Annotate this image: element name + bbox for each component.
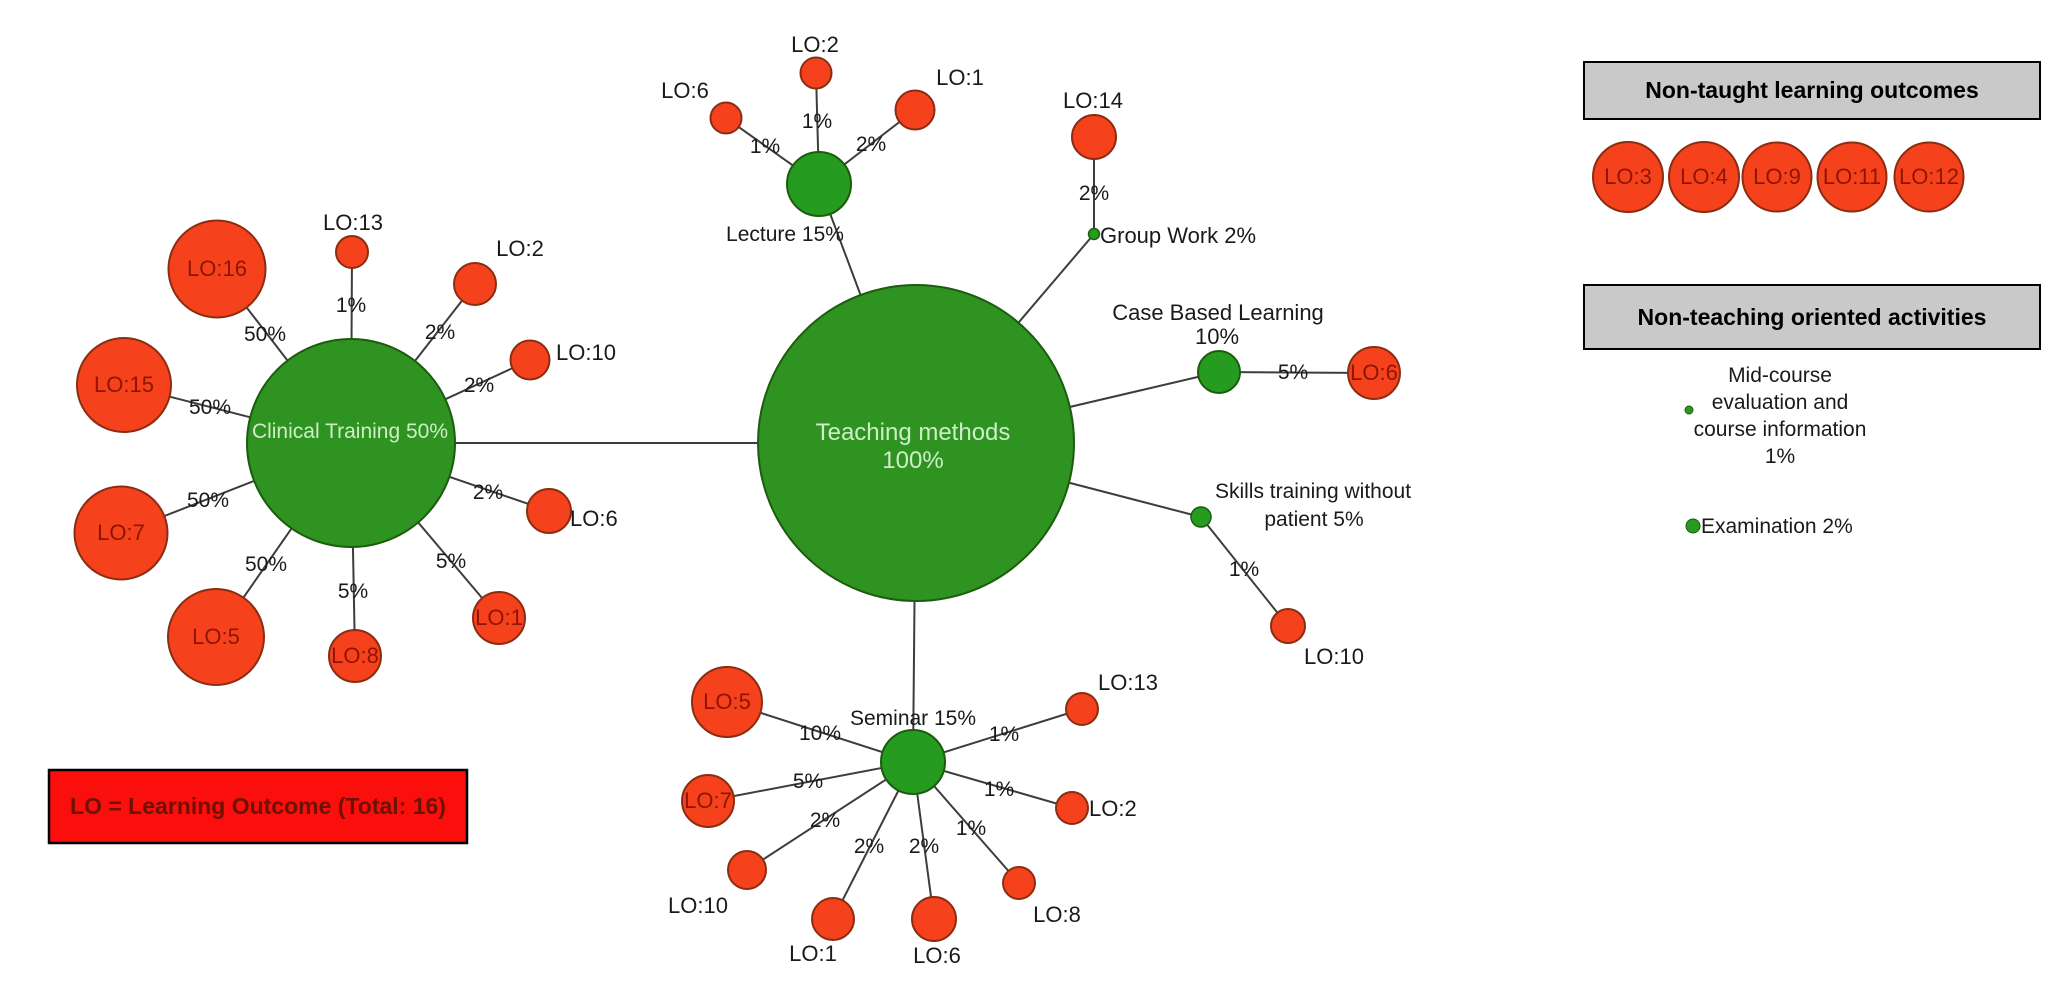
svg-text:5%: 5% <box>338 580 368 603</box>
svg-text:LO:7: LO:7 <box>684 788 732 813</box>
svg-text:Group Work 2%: Group Work 2% <box>1100 223 1256 248</box>
svg-text:LO:6: LO:6 <box>661 78 709 103</box>
svg-text:LO:6: LO:6 <box>570 506 618 531</box>
svg-text:50%: 50% <box>244 323 286 346</box>
svg-text:2%: 2% <box>909 835 939 858</box>
svg-text:LO:12: LO:12 <box>1899 164 1959 189</box>
svg-text:Clinical Training 50%: Clinical Training 50% <box>252 420 448 443</box>
svg-text:2%: 2% <box>810 809 840 832</box>
svg-text:LO:16: LO:16 <box>187 256 247 281</box>
svg-text:1%: 1% <box>956 817 986 840</box>
svg-text:Non-teaching oriented activiti: Non-teaching oriented activities <box>1638 304 1987 330</box>
svg-text:LO:2: LO:2 <box>496 236 544 261</box>
svg-text:patient 5%: patient 5% <box>1264 508 1363 531</box>
svg-text:Examination 2%: Examination 2% <box>1701 515 1853 538</box>
svg-text:Case Based Learning: Case Based Learning <box>1112 300 1324 325</box>
svg-text:LO:14: LO:14 <box>1063 88 1123 113</box>
svg-text:LO:8: LO:8 <box>331 643 379 668</box>
svg-text:Non-taught learning outcomes: Non-taught learning outcomes <box>1645 77 1979 103</box>
svg-text:1%: 1% <box>1765 445 1795 468</box>
svg-text:Seminar 15%: Seminar 15% <box>850 707 976 730</box>
svg-text:1%: 1% <box>336 294 366 317</box>
svg-text:5%: 5% <box>436 550 466 573</box>
svg-text:LO:1: LO:1 <box>936 65 984 90</box>
svg-text:LO:3: LO:3 <box>1604 164 1652 189</box>
svg-text:LO:11: LO:11 <box>1823 164 1881 189</box>
svg-text:LO:2: LO:2 <box>791 32 839 57</box>
svg-text:LO:13: LO:13 <box>1098 670 1158 695</box>
svg-text:2%: 2% <box>473 481 503 504</box>
svg-text:5%: 5% <box>1278 361 1308 384</box>
svg-text:LO:6: LO:6 <box>913 943 961 968</box>
svg-text:10%: 10% <box>799 722 841 745</box>
svg-text:100%: 100% <box>882 447 943 474</box>
svg-text:1%: 1% <box>984 778 1014 801</box>
svg-text:LO:9: LO:9 <box>1753 164 1801 189</box>
svg-text:LO:10: LO:10 <box>556 340 616 365</box>
svg-text:Lecture 15%: Lecture 15% <box>726 223 844 246</box>
svg-text:LO:7: LO:7 <box>97 520 145 545</box>
svg-text:LO:5: LO:5 <box>703 689 751 714</box>
svg-text:2%: 2% <box>425 321 455 344</box>
svg-text:LO:6: LO:6 <box>1350 360 1398 385</box>
svg-text:2%: 2% <box>856 133 886 156</box>
svg-text:1%: 1% <box>989 723 1019 746</box>
svg-text:Teaching methods: Teaching methods <box>816 419 1011 446</box>
svg-text:LO:8: LO:8 <box>1033 902 1081 927</box>
svg-text:LO:15: LO:15 <box>94 372 154 397</box>
svg-text:50%: 50% <box>245 553 287 576</box>
svg-text:LO:13: LO:13 <box>323 210 383 235</box>
svg-text:LO:5: LO:5 <box>192 624 240 649</box>
svg-text:50%: 50% <box>189 396 231 419</box>
svg-text:1%: 1% <box>802 110 832 133</box>
svg-text:LO:10: LO:10 <box>668 893 728 918</box>
svg-text:course information: course information <box>1694 418 1867 441</box>
svg-text:evaluation and: evaluation and <box>1712 391 1849 414</box>
svg-text:1%: 1% <box>750 135 780 158</box>
svg-text:5%: 5% <box>793 770 823 793</box>
svg-text:10%: 10% <box>1195 324 1239 349</box>
svg-text:LO = Learning Outcome (Total:: LO = Learning Outcome (Total: 16) <box>70 793 446 819</box>
svg-text:LO:2: LO:2 <box>1089 796 1137 821</box>
svg-text:50%: 50% <box>187 489 229 512</box>
svg-text:LO:1: LO:1 <box>789 941 837 966</box>
svg-text:2%: 2% <box>854 835 884 858</box>
svg-text:Mid-course: Mid-course <box>1728 364 1832 387</box>
svg-text:LO:1: LO:1 <box>475 605 523 630</box>
svg-text:Skills training without: Skills training without <box>1215 480 1411 503</box>
svg-text:2%: 2% <box>1079 182 1109 205</box>
svg-text:1%: 1% <box>1229 558 1259 581</box>
svg-text:2%: 2% <box>464 374 494 397</box>
svg-text:LO:4: LO:4 <box>1680 164 1728 189</box>
svg-text:LO:10: LO:10 <box>1304 644 1364 669</box>
